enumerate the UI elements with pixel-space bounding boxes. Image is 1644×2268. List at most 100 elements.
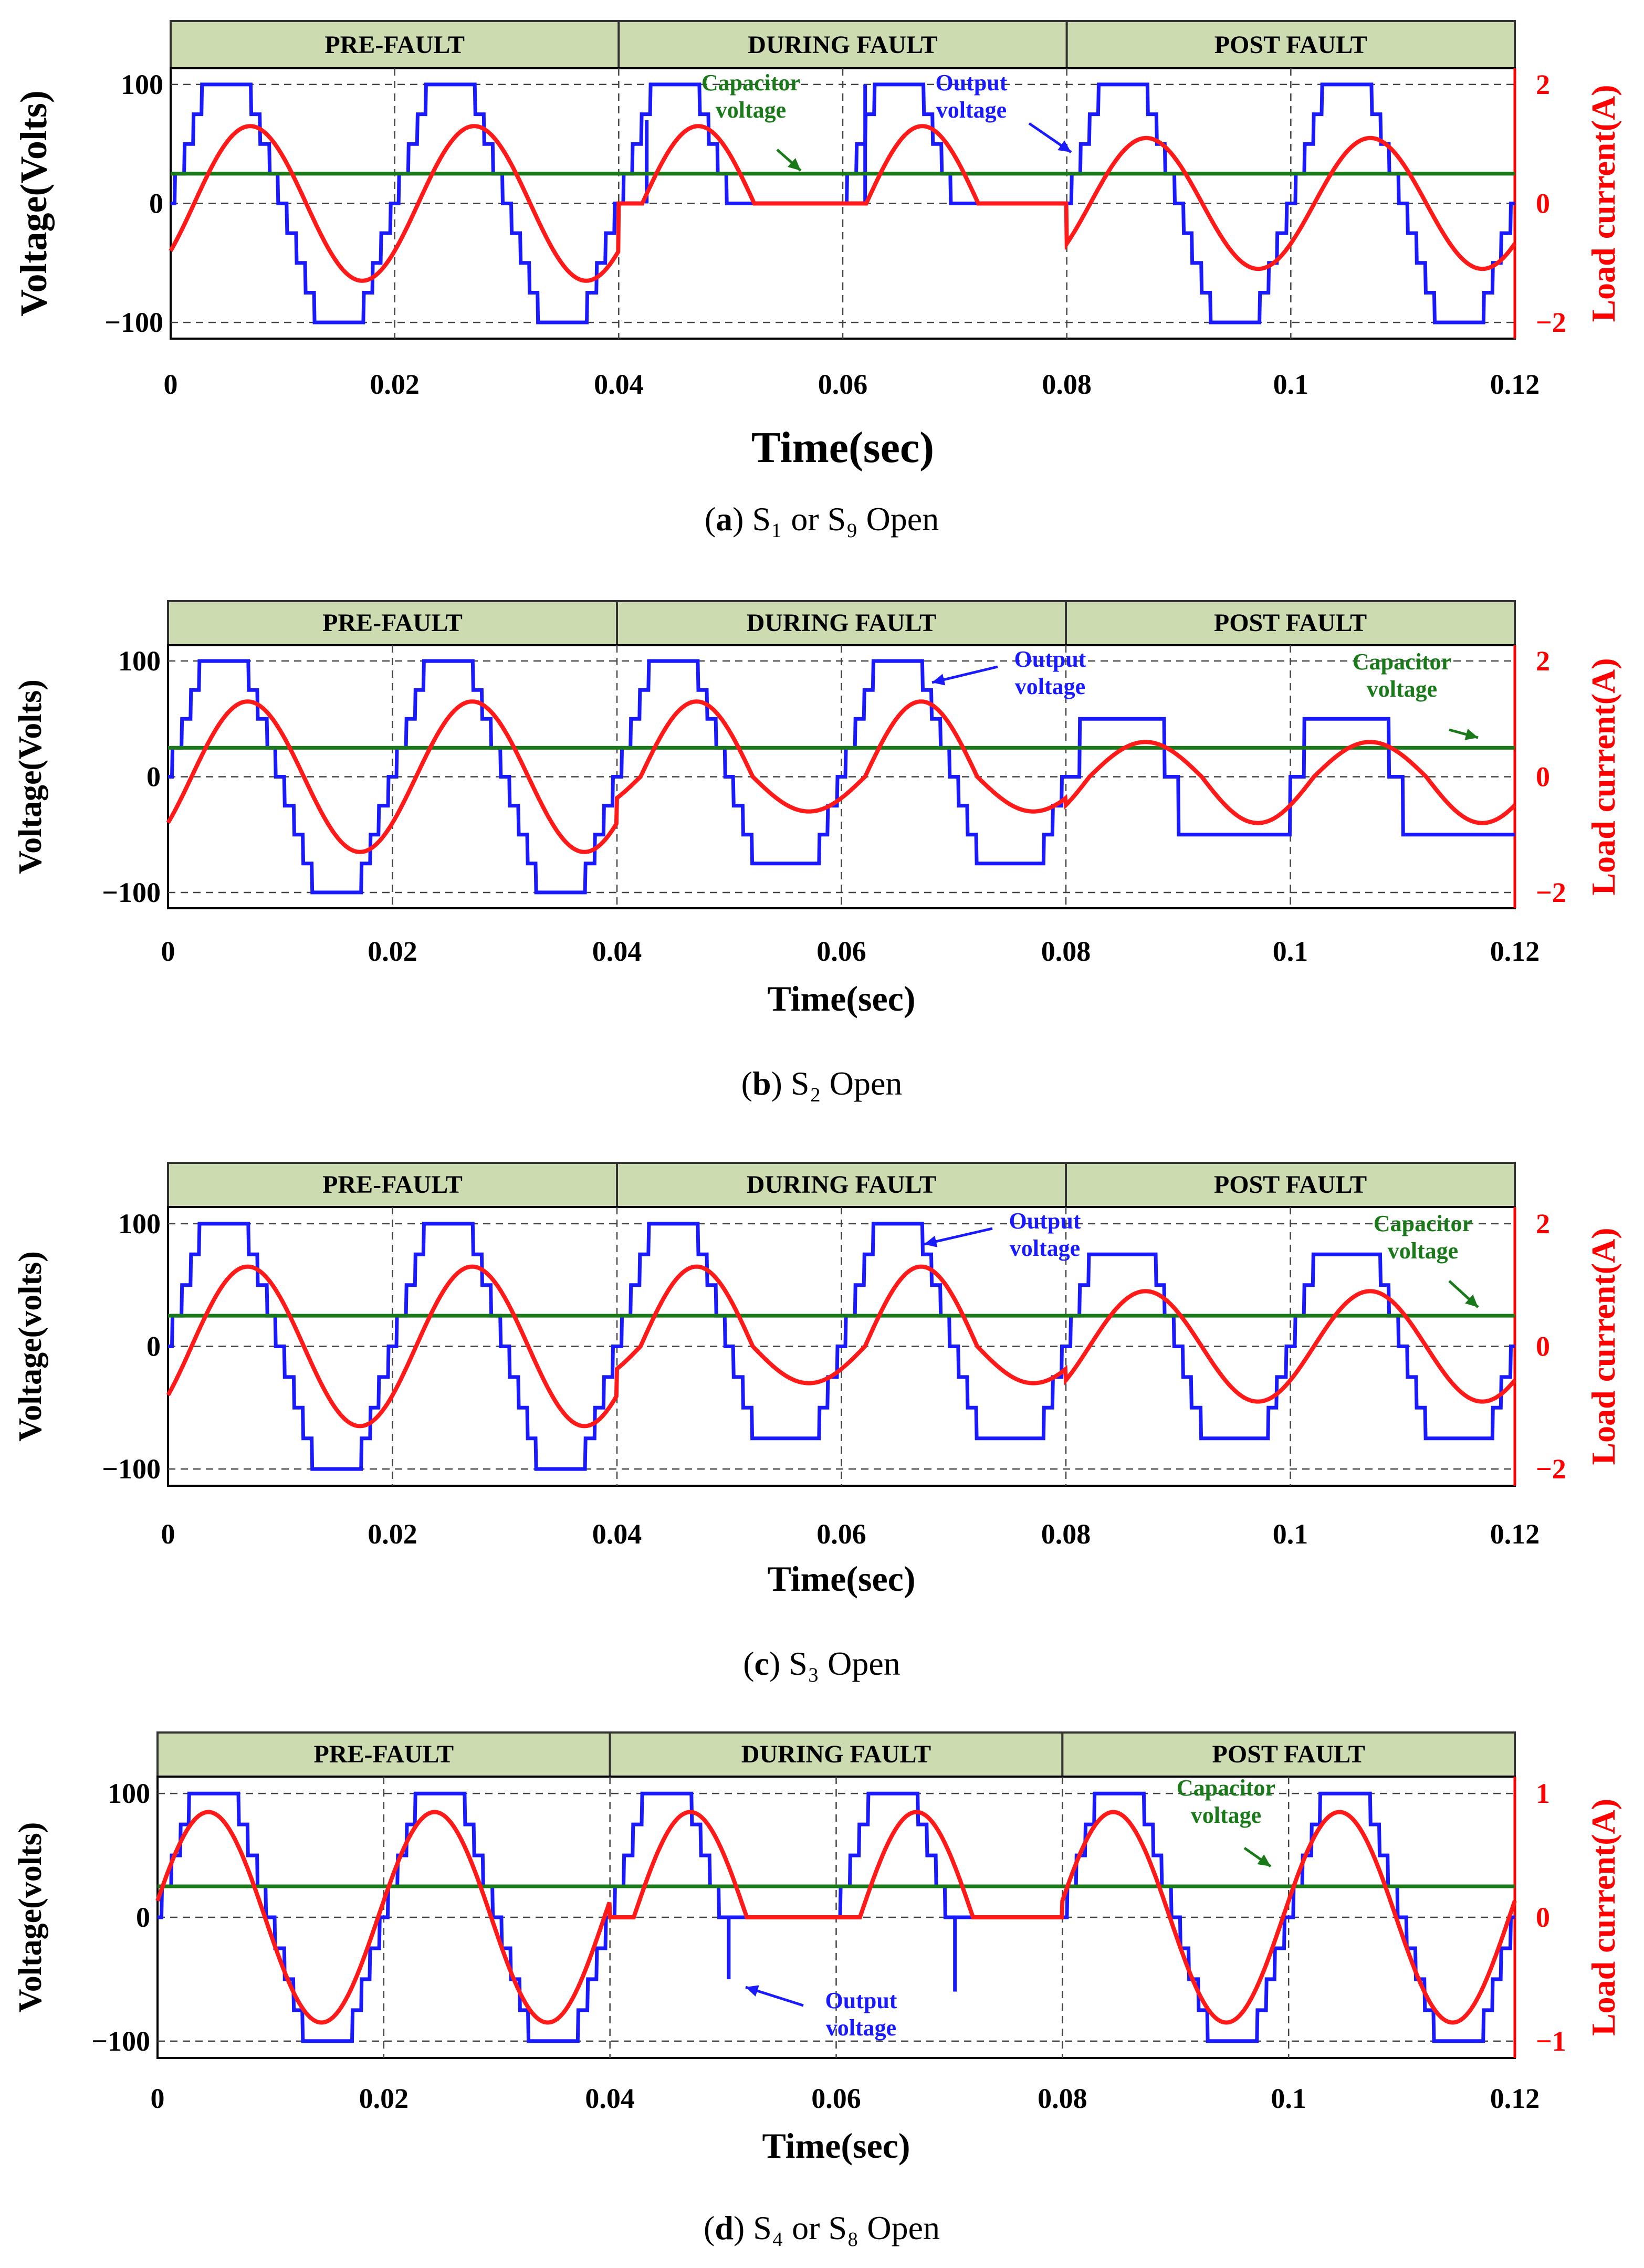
x-tick-label: 0.12 bbox=[1490, 1518, 1540, 1550]
y-tick-label-right: 0 bbox=[1536, 1331, 1550, 1362]
annotation-capacitor-voltage-line: voltage bbox=[716, 97, 786, 123]
y-tick-label-left: −100 bbox=[104, 307, 163, 338]
x-tick-label: 0.06 bbox=[811, 2083, 861, 2114]
y-axis-title-left: Voltage(Volts) bbox=[13, 679, 48, 874]
series-load-current bbox=[155, 1810, 1517, 2025]
y-tick-label-left: 100 bbox=[121, 69, 163, 100]
phase-label: DURING FAULT bbox=[747, 1171, 936, 1199]
x-axis-title: Time(sec) bbox=[768, 1559, 916, 1599]
annotation-output-voltage-line: Output bbox=[1009, 1208, 1081, 1234]
y-tick-label-right: 2 bbox=[1536, 69, 1550, 100]
caption-paren: ( bbox=[741, 1065, 752, 1102]
annotation-output-voltage: Output voltage bbox=[1009, 1208, 1081, 1261]
y-tick-label-right: −1 bbox=[1536, 2025, 1566, 2057]
y-tick-label-left: 100 bbox=[118, 1208, 161, 1240]
caption-label: b bbox=[752, 1065, 771, 1102]
annotation-output-voltage: Output voltage bbox=[1014, 646, 1086, 699]
y-tick-label-right: −2 bbox=[1536, 877, 1566, 908]
x-tick-label: 0.12 bbox=[1490, 936, 1540, 967]
phase-label: POST FAULT bbox=[1214, 31, 1367, 59]
caption-text: S₄ or S₈ Open bbox=[753, 2209, 940, 2246]
caption-paren: ( bbox=[704, 2209, 715, 2246]
phase-label: DURING FAULT bbox=[747, 609, 936, 637]
phase-label: PRE-FAULT bbox=[324, 31, 465, 59]
x-tick-label: 0.08 bbox=[1041, 936, 1091, 967]
x-tick-label: 0.06 bbox=[816, 936, 866, 967]
annotation-output-voltage-line: voltage bbox=[826, 2015, 896, 2041]
y-tick-label-left: −100 bbox=[102, 1453, 161, 1485]
annotation-arrow-capacitor-head bbox=[1257, 1854, 1271, 1866]
chart-panel-b: PRE-FAULT DURING FAULT POST FAULT 0 0.02 0.04… bbox=[13, 600, 1622, 1102]
phase-banner bbox=[1061, 1731, 1516, 1778]
caption-paren: ) bbox=[771, 1065, 791, 1102]
series-load-current bbox=[166, 1264, 1517, 1429]
phase-banner bbox=[156, 1731, 611, 1778]
chart-panel-a: PRE-FAULT DURING FAULT POST FAULT 0 0.02 0.04… bbox=[13, 20, 1622, 538]
caption-text: S₃ Open bbox=[789, 1645, 900, 1682]
y-tick-label-left: 100 bbox=[118, 645, 161, 677]
annotation-output-voltage-line: Output bbox=[936, 70, 1008, 96]
y-tick-label-right: −2 bbox=[1536, 1453, 1566, 1485]
figure-caption: (d) S₄ or S₈ Open bbox=[704, 2209, 940, 2246]
annotation-arrow-capacitor-head bbox=[1465, 1294, 1478, 1307]
x-tick-label: 0.04 bbox=[592, 1518, 642, 1550]
annotation-capacitor-voltage: Capacitor voltage bbox=[1177, 1775, 1275, 1828]
x-tick-label: 0.04 bbox=[594, 369, 644, 400]
annotation-output-voltage: Output voltage bbox=[825, 1988, 897, 2041]
caption-text: S₁ or S₉ Open bbox=[752, 500, 939, 538]
caption-paren: ) bbox=[734, 2209, 753, 2246]
caption-paren: ( bbox=[705, 500, 716, 538]
annotation-capacitor-voltage: Capacitor voltage bbox=[701, 70, 800, 123]
annotation-output-voltage-line: voltage bbox=[1010, 1235, 1080, 1261]
y-tick-label-right: 0 bbox=[1536, 188, 1550, 219]
phase-banner bbox=[1065, 1162, 1516, 1208]
series-output-voltage bbox=[168, 1222, 1515, 1471]
x-tick-label: 0.02 bbox=[368, 1518, 417, 1550]
figure-caption: (a) S₁ or S₉ Open bbox=[705, 500, 939, 538]
y-tick-label-right: 0 bbox=[1536, 761, 1550, 793]
annotation-output-voltage-line: voltage bbox=[936, 97, 1007, 123]
y-tick-label-left: 0 bbox=[146, 1331, 161, 1362]
phase-label: POST FAULT bbox=[1212, 1740, 1365, 1768]
annotation-capacitor-voltage-line: Capacitor bbox=[701, 70, 800, 96]
series-output-voltage bbox=[168, 659, 1515, 895]
annotation-capacitor-voltage-line: voltage bbox=[1367, 676, 1437, 702]
phase-label: POST FAULT bbox=[1214, 1171, 1367, 1199]
x-tick-label: 0.1 bbox=[1273, 369, 1309, 400]
x-tick-label: 0.1 bbox=[1273, 936, 1308, 967]
y-axis-title-right: Load current(A) bbox=[1585, 85, 1622, 322]
x-tick-label: 0 bbox=[151, 2083, 165, 2114]
caption-label: c bbox=[755, 1645, 769, 1682]
annotation-capacitor-voltage-line: Capacitor bbox=[1177, 1775, 1275, 1801]
chart-panel-c: PRE-FAULT DURING FAULT POST FAULT 0 0.02 0.04… bbox=[13, 1162, 1622, 1682]
y-tick-label-left: 100 bbox=[108, 1778, 150, 1809]
x-tick-label: 0.04 bbox=[585, 2083, 635, 2114]
phase-label: POST FAULT bbox=[1214, 609, 1367, 637]
y-tick-label-right: −2 bbox=[1536, 307, 1566, 338]
series-load-current bbox=[166, 699, 1516, 854]
annotation-arrow-capacitor-head bbox=[787, 158, 801, 171]
annotation-output-voltage: Output voltage bbox=[936, 70, 1008, 123]
x-axis-title: Time(sec) bbox=[762, 2126, 910, 2166]
caption-paren: ( bbox=[743, 1645, 754, 1682]
x-axis-title: Time(sec) bbox=[768, 979, 916, 1018]
series-load-current bbox=[169, 124, 1517, 283]
x-tick-label: 0.02 bbox=[370, 369, 420, 400]
y-axis-title-left: Voltage(Volts) bbox=[13, 90, 55, 317]
annotation-capacitor-voltage-line: Capacitor bbox=[1374, 1211, 1472, 1236]
annotation-arrow-output-head bbox=[1057, 140, 1071, 152]
x-tick-label: 0.12 bbox=[1490, 369, 1540, 400]
y-tick-label-right: 2 bbox=[1536, 645, 1550, 677]
annotation-capacitor-voltage: Capacitor voltage bbox=[1374, 1211, 1472, 1264]
y-axis-title-right: Load current(A) bbox=[1585, 658, 1622, 895]
y-tick-label-left: −100 bbox=[102, 877, 161, 908]
x-tick-label: 0.1 bbox=[1273, 1518, 1308, 1550]
figure-caption: (b) S₂ Open bbox=[741, 1065, 903, 1102]
caption-paren: ) bbox=[769, 1645, 789, 1682]
x-tick-label: 0.06 bbox=[816, 1518, 866, 1550]
annotation-output-voltage-line: Output bbox=[825, 1988, 897, 2013]
phase-banner bbox=[609, 1731, 1064, 1778]
chart-panel-d: PRE-FAULT DURING FAULT POST FAULT 0 0.02 0.04… bbox=[13, 1731, 1622, 2246]
phase-banner bbox=[617, 20, 1068, 69]
